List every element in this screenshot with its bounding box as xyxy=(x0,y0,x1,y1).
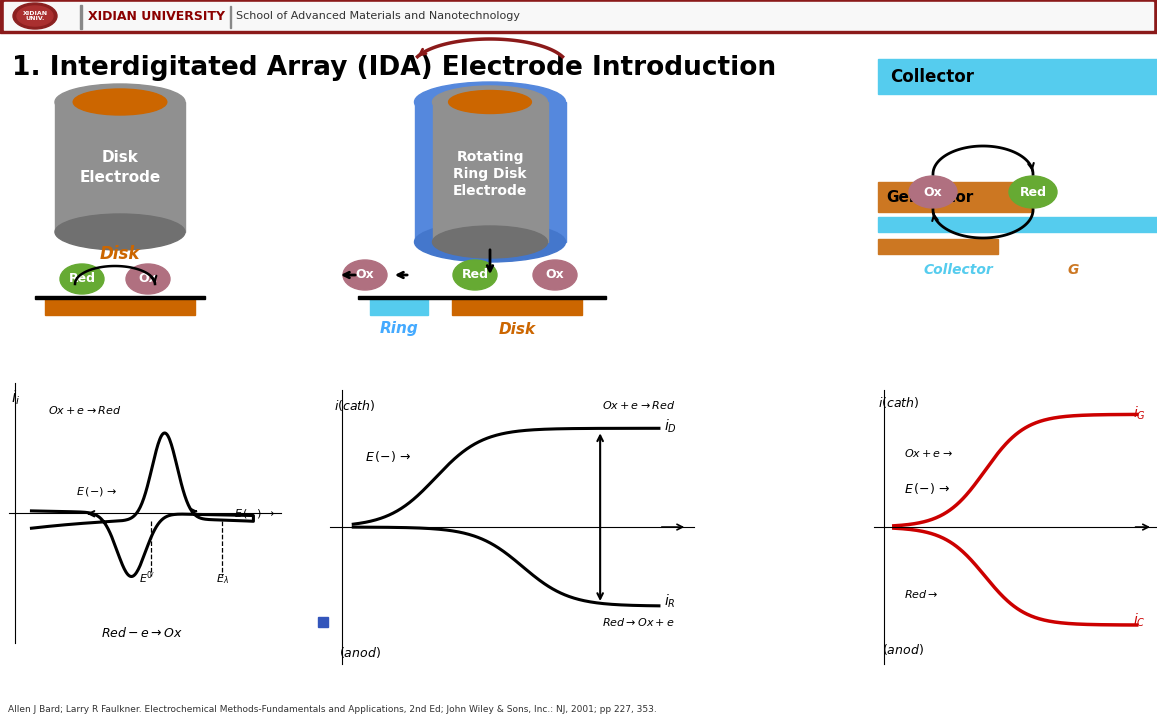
Text: Ox: Ox xyxy=(923,186,942,199)
Text: $i_i$: $i_i$ xyxy=(12,388,21,407)
Ellipse shape xyxy=(414,82,566,122)
Bar xyxy=(878,182,1033,212)
Bar xyxy=(45,299,196,315)
Ellipse shape xyxy=(56,84,185,120)
Text: $i_C$: $i_C$ xyxy=(1133,612,1145,630)
Text: $Ox+e\rightarrow Red$: $Ox+e\rightarrow Red$ xyxy=(603,399,676,411)
Text: Red: Red xyxy=(1019,186,1046,199)
Bar xyxy=(358,296,606,299)
Text: $Red - e \rightarrow Ox$: $Red - e \rightarrow Ox$ xyxy=(102,626,184,640)
Text: $E_\lambda$: $E_\lambda$ xyxy=(216,573,229,586)
Text: Rotating: Rotating xyxy=(456,150,524,164)
Ellipse shape xyxy=(17,6,53,26)
Bar xyxy=(230,6,231,28)
Text: $Red\rightarrow Ox+e$: $Red\rightarrow Ox+e$ xyxy=(603,616,676,628)
Text: Disk: Disk xyxy=(102,149,139,165)
Text: $E^{0'}$: $E^{0'}$ xyxy=(139,570,155,586)
Text: $Ox + e \rightarrow Red$: $Ox + e \rightarrow Red$ xyxy=(49,404,121,416)
Text: $i_R$: $i_R$ xyxy=(664,593,676,611)
Text: Ring: Ring xyxy=(379,321,419,336)
Text: Electrode: Electrode xyxy=(80,170,161,185)
Text: Ox: Ox xyxy=(546,269,565,282)
Bar xyxy=(878,59,1157,94)
Text: G: G xyxy=(1067,263,1078,277)
Text: Red: Red xyxy=(462,269,488,282)
Bar xyxy=(452,299,582,315)
Text: Allen J Bard; Larry R Faulkner. Electrochemical Methods-Fundamentals and Applica: Allen J Bard; Larry R Faulkner. Electroc… xyxy=(8,705,657,714)
Bar xyxy=(3,2,1154,30)
Text: $E\,(-)\,\rightarrow$: $E\,(-)\,\rightarrow$ xyxy=(904,481,950,496)
Ellipse shape xyxy=(454,260,498,290)
Text: School of Advanced Materials and Nanotechnology: School of Advanced Materials and Nanotec… xyxy=(236,11,519,21)
Text: $i_G$: $i_G$ xyxy=(1133,404,1145,422)
Ellipse shape xyxy=(126,264,170,294)
Text: Red: Red xyxy=(68,272,96,285)
Text: $(anod)$: $(anod)$ xyxy=(882,643,923,658)
Ellipse shape xyxy=(414,222,566,262)
Ellipse shape xyxy=(13,3,57,29)
Text: Ox: Ox xyxy=(139,272,157,285)
Bar xyxy=(80,5,81,29)
Bar xyxy=(56,102,185,232)
Ellipse shape xyxy=(449,90,531,113)
Ellipse shape xyxy=(533,260,577,290)
Text: $i_D$: $i_D$ xyxy=(664,417,677,435)
Bar xyxy=(878,239,998,254)
Text: $i(cath)$: $i(cath)$ xyxy=(334,398,376,412)
Bar xyxy=(0,0,1157,32)
Text: Disk: Disk xyxy=(499,321,536,336)
Ellipse shape xyxy=(433,226,547,258)
Text: Ring Disk: Ring Disk xyxy=(454,167,526,181)
Text: $E\,(-)\,\rightarrow$: $E\,(-)\,\rightarrow$ xyxy=(76,485,117,498)
Text: Generator: Generator xyxy=(886,189,973,204)
Text: XIDIAN
UNIV.: XIDIAN UNIV. xyxy=(22,11,47,22)
Text: $Ox + e \rightarrow$: $Ox + e \rightarrow$ xyxy=(904,446,952,458)
Text: Disk: Disk xyxy=(100,245,140,263)
Text: 1. Interdigitated Array (IDA) Electrode Introduction: 1. Interdigitated Array (IDA) Electrode … xyxy=(12,55,776,81)
Bar xyxy=(35,296,205,299)
Text: XIDIAN UNIVERSITY: XIDIAN UNIVERSITY xyxy=(88,9,224,22)
Ellipse shape xyxy=(73,89,167,115)
Bar xyxy=(415,102,566,242)
Ellipse shape xyxy=(433,86,547,118)
Ellipse shape xyxy=(60,264,104,294)
Text: $E\,(-)\,\rightarrow$: $E\,(-)\,\rightarrow$ xyxy=(364,449,412,464)
Bar xyxy=(433,102,548,242)
Text: IDA: generator-collector working mode: IDA: generator-collector working mode xyxy=(336,613,685,631)
Text: $i(cath)$: $i(cath)$ xyxy=(878,395,919,410)
Ellipse shape xyxy=(56,214,185,250)
Bar xyxy=(318,617,327,627)
Text: Ox: Ox xyxy=(355,269,375,282)
Text: Electrode: Electrode xyxy=(452,184,528,198)
Text: $Red \rightarrow$: $Red \rightarrow$ xyxy=(904,588,938,599)
Ellipse shape xyxy=(342,260,386,290)
Text: $(anod)$: $(anod)$ xyxy=(339,645,381,660)
Text: Collector: Collector xyxy=(890,68,974,86)
Ellipse shape xyxy=(909,176,957,208)
Bar xyxy=(370,299,428,315)
Bar xyxy=(0,31,1157,33)
Text: Collector: Collector xyxy=(923,263,993,277)
Text: $E\,(-)\,\rightarrow$: $E\,(-)\,\rightarrow$ xyxy=(234,507,275,520)
Bar xyxy=(878,217,1157,232)
Ellipse shape xyxy=(1009,176,1057,208)
